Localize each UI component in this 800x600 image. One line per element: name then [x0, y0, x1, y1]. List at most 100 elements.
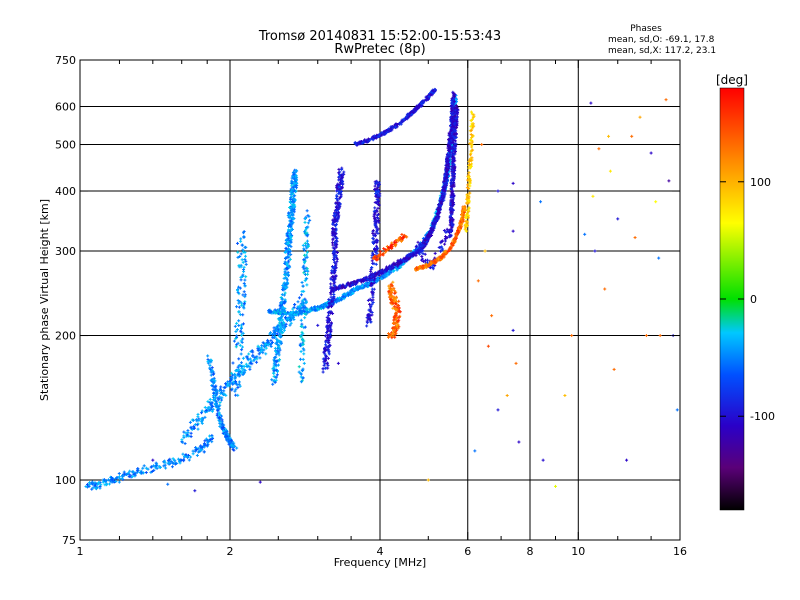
data-point — [291, 208, 293, 212]
data-point — [303, 289, 305, 293]
data-point — [330, 324, 332, 328]
data-point — [282, 284, 284, 288]
data-point — [242, 372, 244, 376]
data-point — [455, 103, 457, 107]
data-point — [235, 369, 237, 373]
data-point — [243, 290, 245, 294]
data-point — [133, 472, 135, 476]
data-point — [284, 300, 286, 304]
data-point — [291, 311, 293, 315]
data-point — [292, 213, 294, 217]
data-point — [197, 427, 199, 431]
data-point — [276, 373, 278, 377]
data-point — [290, 253, 292, 257]
data-point — [378, 278, 380, 282]
data-point — [305, 228, 307, 232]
grid-lines — [80, 60, 680, 540]
data-point — [199, 445, 201, 449]
data-point — [291, 180, 293, 184]
data-point — [259, 350, 261, 354]
data-point — [122, 473, 124, 477]
data-point — [190, 455, 192, 459]
data-point — [237, 298, 239, 302]
data-point — [174, 462, 176, 466]
data-point — [263, 341, 265, 345]
data-point — [273, 326, 275, 330]
data-point — [349, 290, 351, 294]
data-point — [196, 423, 198, 427]
data-point — [289, 200, 291, 204]
data-point — [121, 476, 123, 480]
data-point — [197, 447, 199, 451]
data-point — [219, 387, 221, 391]
data-point — [287, 238, 289, 242]
data-point — [270, 342, 272, 346]
data-point — [222, 422, 224, 426]
data-point — [211, 378, 213, 382]
data-point — [284, 309, 286, 313]
data-point — [307, 310, 309, 314]
data-point — [283, 281, 285, 285]
data-point — [213, 394, 215, 398]
data-point — [312, 306, 314, 310]
data-point — [305, 266, 307, 270]
data-point — [301, 299, 303, 303]
data-point — [281, 331, 283, 335]
data-point — [256, 357, 258, 361]
data-point — [327, 320, 329, 324]
data-point — [277, 363, 279, 367]
data-point — [223, 428, 225, 432]
data-point — [244, 371, 246, 375]
data-point — [295, 189, 297, 193]
data-point — [303, 264, 305, 268]
data-point — [288, 259, 290, 263]
data-point — [240, 237, 242, 241]
data-point — [323, 351, 325, 355]
data-point — [330, 289, 332, 293]
data-point — [333, 301, 335, 305]
data-point — [239, 370, 241, 374]
data-point — [325, 354, 327, 358]
data-point — [286, 285, 288, 289]
data-point — [289, 233, 291, 237]
data-point — [324, 302, 326, 306]
data-point — [302, 343, 304, 347]
data-point — [278, 347, 280, 351]
data-point — [213, 395, 215, 399]
data-point — [288, 211, 290, 215]
data-point — [304, 297, 306, 301]
data-point — [220, 385, 222, 389]
data-point — [142, 466, 144, 470]
data-point — [236, 335, 238, 339]
data-point — [110, 477, 112, 481]
data-point — [105, 480, 107, 484]
data-point — [282, 309, 284, 313]
data-point — [295, 177, 297, 181]
data-point — [290, 216, 292, 220]
data-point — [287, 214, 289, 218]
data-point — [290, 192, 292, 196]
data-point — [283, 312, 285, 316]
data-point — [226, 438, 228, 442]
data-point — [284, 285, 286, 289]
data-point — [255, 355, 257, 359]
data-point — [283, 323, 285, 327]
data-point — [237, 373, 239, 377]
data-point — [201, 409, 203, 413]
data-point — [201, 445, 203, 449]
data-point — [288, 312, 290, 316]
data-point — [343, 293, 345, 297]
data-point — [281, 297, 283, 301]
data-point — [253, 357, 255, 361]
data-point — [276, 337, 278, 341]
data-point — [140, 469, 142, 473]
data-point — [324, 348, 326, 352]
data-point — [202, 444, 204, 448]
data-point — [302, 347, 304, 351]
data-point — [282, 321, 284, 325]
data-point — [330, 321, 332, 325]
data-point — [88, 484, 90, 488]
data-point — [207, 443, 209, 447]
